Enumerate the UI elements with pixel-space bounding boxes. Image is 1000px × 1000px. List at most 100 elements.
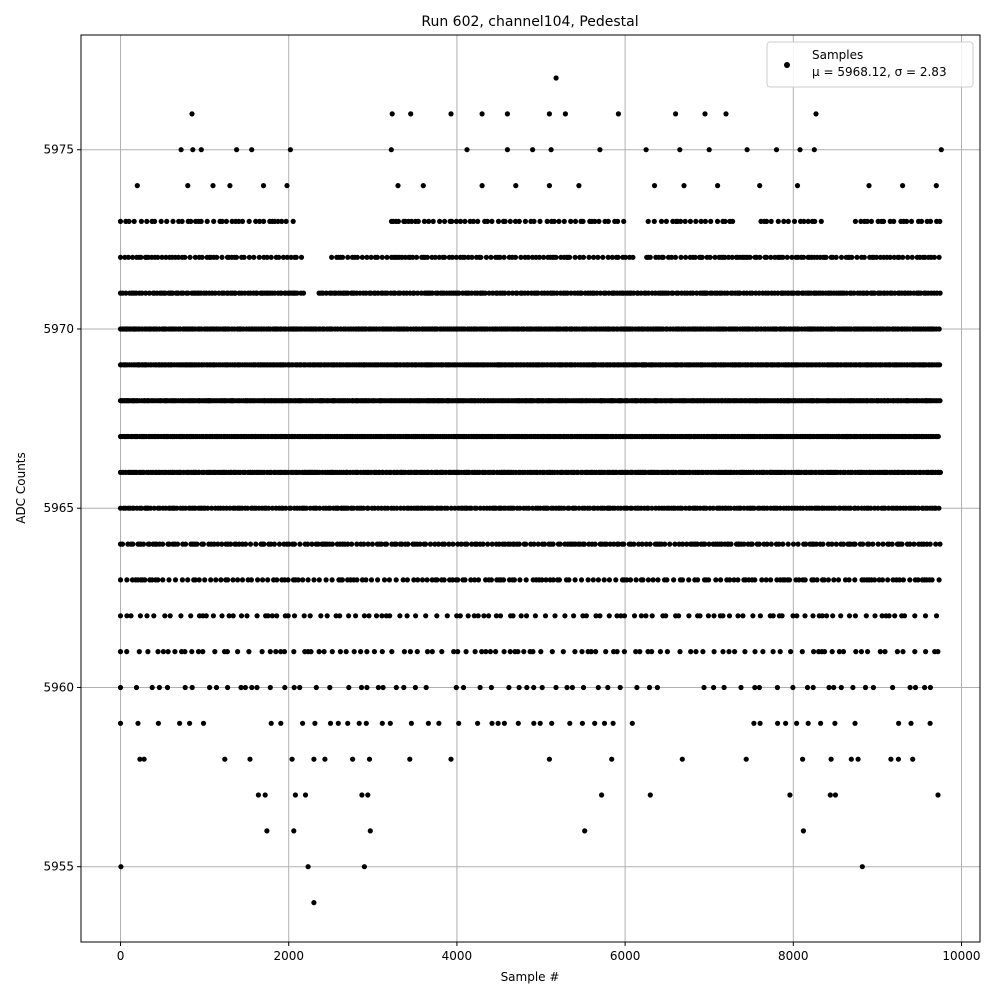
data-point bbox=[281, 649, 288, 655]
data-point bbox=[803, 541, 809, 547]
data-point bbox=[567, 720, 573, 726]
data-point bbox=[851, 290, 857, 296]
data-point bbox=[515, 649, 521, 655]
data-point bbox=[288, 505, 294, 511]
data-point bbox=[933, 541, 939, 547]
data-point bbox=[775, 720, 781, 726]
data-point bbox=[549, 720, 555, 726]
data-point bbox=[417, 541, 423, 547]
data-point bbox=[363, 577, 369, 583]
data-point bbox=[660, 254, 666, 260]
data-point bbox=[203, 613, 209, 619]
data-point bbox=[581, 541, 588, 547]
data-point bbox=[164, 684, 171, 691]
data-point bbox=[149, 577, 155, 583]
x-tick-label: 0 bbox=[117, 949, 125, 963]
data-point bbox=[501, 720, 507, 726]
data-point bbox=[840, 541, 847, 547]
data-point bbox=[506, 290, 512, 296]
data-point bbox=[679, 756, 685, 762]
data-point bbox=[155, 577, 161, 583]
data-point bbox=[464, 541, 470, 547]
data-point bbox=[663, 218, 670, 224]
data-point bbox=[483, 649, 489, 655]
data-point bbox=[786, 577, 793, 583]
data-point bbox=[453, 254, 459, 260]
data-point bbox=[455, 649, 461, 655]
data-point bbox=[393, 541, 399, 547]
data-point bbox=[117, 649, 124, 655]
data-point bbox=[405, 541, 411, 547]
data-point bbox=[305, 541, 311, 547]
data-point bbox=[291, 541, 298, 547]
data-point bbox=[444, 505, 450, 511]
data-point bbox=[886, 613, 892, 619]
data-point bbox=[340, 254, 346, 260]
data-point bbox=[380, 684, 386, 691]
data-point bbox=[477, 684, 483, 691]
data-point bbox=[179, 577, 185, 583]
data-point bbox=[412, 684, 418, 691]
data-point bbox=[539, 684, 545, 691]
data-point bbox=[389, 649, 395, 655]
data-point bbox=[634, 684, 640, 691]
data-point bbox=[363, 720, 369, 726]
data-point bbox=[787, 792, 793, 798]
data-point bbox=[424, 254, 430, 260]
data-point bbox=[721, 684, 727, 691]
data-point bbox=[549, 649, 555, 655]
data-point bbox=[371, 649, 377, 655]
data-point bbox=[188, 218, 194, 224]
data-point bbox=[904, 218, 910, 224]
data-point bbox=[918, 218, 925, 224]
data-point bbox=[597, 147, 603, 153]
data-point bbox=[802, 577, 808, 583]
data-point bbox=[631, 613, 638, 619]
data-point bbox=[144, 218, 150, 224]
data-point bbox=[777, 649, 783, 655]
data-point bbox=[515, 720, 521, 726]
data-point bbox=[462, 254, 468, 260]
data-point bbox=[927, 541, 933, 547]
data-point bbox=[448, 756, 454, 762]
data-point bbox=[311, 900, 317, 906]
data-point bbox=[840, 649, 847, 655]
data-point bbox=[434, 613, 440, 619]
data-point bbox=[468, 577, 474, 583]
data-point bbox=[242, 684, 248, 691]
data-point bbox=[740, 613, 746, 619]
data-point bbox=[507, 218, 513, 224]
data-point bbox=[692, 254, 698, 260]
data-point bbox=[790, 684, 796, 691]
data-point bbox=[329, 254, 335, 260]
data-point bbox=[833, 541, 839, 547]
data-point bbox=[301, 613, 307, 619]
data-point bbox=[172, 649, 178, 655]
data-point bbox=[846, 577, 852, 583]
data-point bbox=[922, 613, 929, 619]
data-point bbox=[640, 577, 646, 583]
data-point bbox=[645, 505, 651, 511]
data-point bbox=[726, 649, 732, 655]
data-point bbox=[213, 577, 219, 583]
data-point bbox=[586, 254, 592, 260]
legend: Samples μ = 5968.12, σ = 2.83 bbox=[766, 41, 974, 88]
data-point bbox=[215, 541, 221, 547]
data-point bbox=[900, 577, 907, 583]
data-point bbox=[909, 254, 915, 260]
data-point bbox=[450, 577, 456, 583]
data-point bbox=[912, 613, 918, 619]
data-point bbox=[183, 541, 189, 547]
data-point bbox=[751, 505, 757, 511]
data-point bbox=[504, 111, 510, 117]
data-point bbox=[535, 541, 541, 547]
data-point bbox=[472, 649, 478, 655]
data-point bbox=[764, 541, 770, 547]
data-point bbox=[368, 577, 375, 583]
data-point bbox=[621, 218, 627, 224]
data-point bbox=[117, 254, 124, 260]
data-point bbox=[752, 684, 758, 691]
plot-frame bbox=[80, 34, 981, 943]
data-point bbox=[720, 649, 726, 655]
